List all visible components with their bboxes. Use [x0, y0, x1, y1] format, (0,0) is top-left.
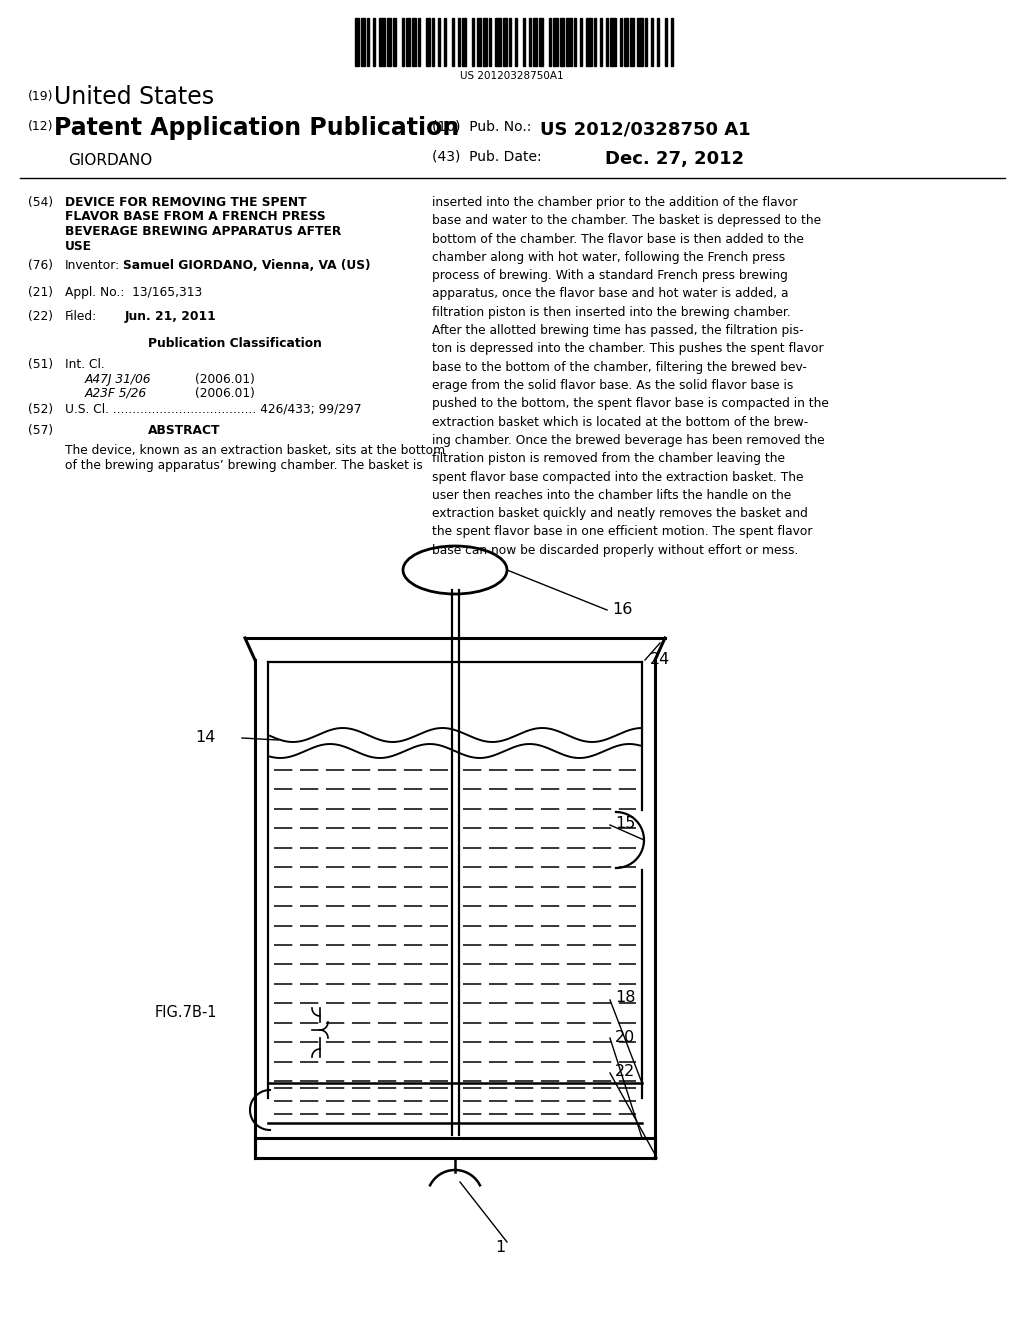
Bar [379, 18, 385, 66]
Bar [671, 18, 673, 66]
Text: FIG.7B-1: FIG.7B-1 [155, 1005, 217, 1020]
Text: Filed:: Filed: [65, 310, 97, 323]
Text: (12): (12) [28, 120, 53, 133]
Bar [559, 18, 563, 66]
Bar [650, 18, 652, 66]
Bar [606, 18, 608, 66]
Text: US 2012/0328750 A1: US 2012/0328750 A1 [540, 120, 751, 139]
Text: Patent Application Publication: Patent Application Publication [54, 116, 459, 140]
Text: (54): (54) [28, 195, 53, 209]
Text: Dec. 27, 2012: Dec. 27, 2012 [605, 150, 744, 168]
Text: Jun. 21, 2011: Jun. 21, 2011 [125, 310, 217, 323]
Text: A47J 31/06: A47J 31/06 [85, 372, 152, 385]
Text: U.S. Cl. ..................................... 426/433; 99/297: U.S. Cl. ...............................… [65, 403, 361, 416]
Bar [665, 18, 667, 66]
Text: (21): (21) [28, 286, 53, 300]
Bar [387, 18, 391, 66]
Text: Appl. No.:  13/165,313: Appl. No.: 13/165,313 [65, 286, 203, 300]
Text: 1: 1 [495, 1241, 505, 1255]
Bar [361, 18, 366, 66]
Bar [600, 18, 602, 66]
Text: 15: 15 [615, 816, 635, 830]
Text: United States: United States [54, 84, 214, 110]
Bar [550, 18, 552, 66]
Text: (51): (51) [28, 358, 53, 371]
Text: 22: 22 [615, 1064, 635, 1080]
Bar [580, 18, 582, 66]
Text: 18: 18 [615, 990, 636, 1006]
Text: 16: 16 [612, 602, 633, 618]
Text: The device, known as an extraction basket, sits at the bottom: The device, known as an extraction baske… [65, 444, 445, 457]
Text: inserted into the chamber prior to the addition of the flavor
base and water to : inserted into the chamber prior to the a… [432, 195, 828, 557]
Text: 24: 24 [650, 652, 671, 668]
Text: A23F 5/26: A23F 5/26 [85, 387, 147, 400]
Bar [368, 18, 370, 66]
Bar [488, 18, 490, 66]
Bar [444, 18, 446, 66]
Text: (76): (76) [28, 259, 53, 272]
Bar [554, 18, 557, 66]
Text: (2006.01): (2006.01) [195, 387, 255, 400]
Bar [534, 18, 538, 66]
Bar [412, 18, 416, 66]
Bar [621, 18, 623, 66]
Bar [393, 18, 395, 66]
Bar [509, 18, 511, 66]
Bar [529, 18, 531, 66]
Text: GIORDANO: GIORDANO [68, 153, 153, 168]
Bar [476, 18, 480, 66]
Text: ABSTRACT: ABSTRACT [148, 424, 220, 437]
Bar [631, 18, 635, 66]
Text: (19): (19) [28, 90, 53, 103]
Bar [432, 18, 434, 66]
Text: (10)  Pub. No.:: (10) Pub. No.: [432, 120, 531, 135]
Text: 20: 20 [615, 1030, 635, 1044]
Bar [523, 18, 525, 66]
Text: Publication Classification: Publication Classification [148, 337, 322, 350]
Bar [586, 18, 592, 66]
Text: USE: USE [65, 239, 92, 252]
Bar [482, 18, 486, 66]
Bar [656, 18, 658, 66]
Bar [495, 18, 501, 66]
Bar [418, 18, 420, 66]
Bar [645, 18, 646, 66]
Text: (52): (52) [28, 403, 53, 416]
Bar [573, 18, 575, 66]
Text: (2006.01): (2006.01) [195, 372, 255, 385]
Bar [637, 18, 643, 66]
Bar [438, 18, 440, 66]
Text: BEVERAGE BREWING APPARATUS AFTER: BEVERAGE BREWING APPARATUS AFTER [65, 224, 341, 238]
Text: FLAVOR BASE FROM A FRENCH PRESS: FLAVOR BASE FROM A FRENCH PRESS [65, 210, 326, 223]
Text: Samuel GIORDANO, Vienna, VA (US): Samuel GIORDANO, Vienna, VA (US) [123, 259, 371, 272]
Bar [540, 18, 544, 66]
Bar [426, 18, 430, 66]
Text: (22): (22) [28, 310, 53, 323]
Text: Int. Cl.: Int. Cl. [65, 358, 104, 371]
Text: US 20120328750A1: US 20120328750A1 [460, 71, 564, 81]
Bar [401, 18, 403, 66]
Bar [472, 18, 474, 66]
Bar [625, 18, 629, 66]
Text: of the brewing apparatus’ brewing chamber. The basket is: of the brewing apparatus’ brewing chambe… [65, 458, 423, 471]
Bar [373, 18, 375, 66]
Bar [515, 18, 517, 66]
Text: (57): (57) [28, 424, 53, 437]
Text: 14: 14 [195, 730, 215, 746]
Text: Inventor:: Inventor: [65, 259, 120, 272]
Bar [406, 18, 410, 66]
Bar [610, 18, 616, 66]
Bar [355, 18, 359, 66]
Text: (43)  Pub. Date:: (43) Pub. Date: [432, 150, 542, 164]
Bar [459, 18, 461, 66]
Bar [565, 18, 571, 66]
Bar [463, 18, 466, 66]
Bar [503, 18, 507, 66]
Bar [453, 18, 455, 66]
Bar [594, 18, 596, 66]
Text: DEVICE FOR REMOVING THE SPENT: DEVICE FOR REMOVING THE SPENT [65, 195, 306, 209]
